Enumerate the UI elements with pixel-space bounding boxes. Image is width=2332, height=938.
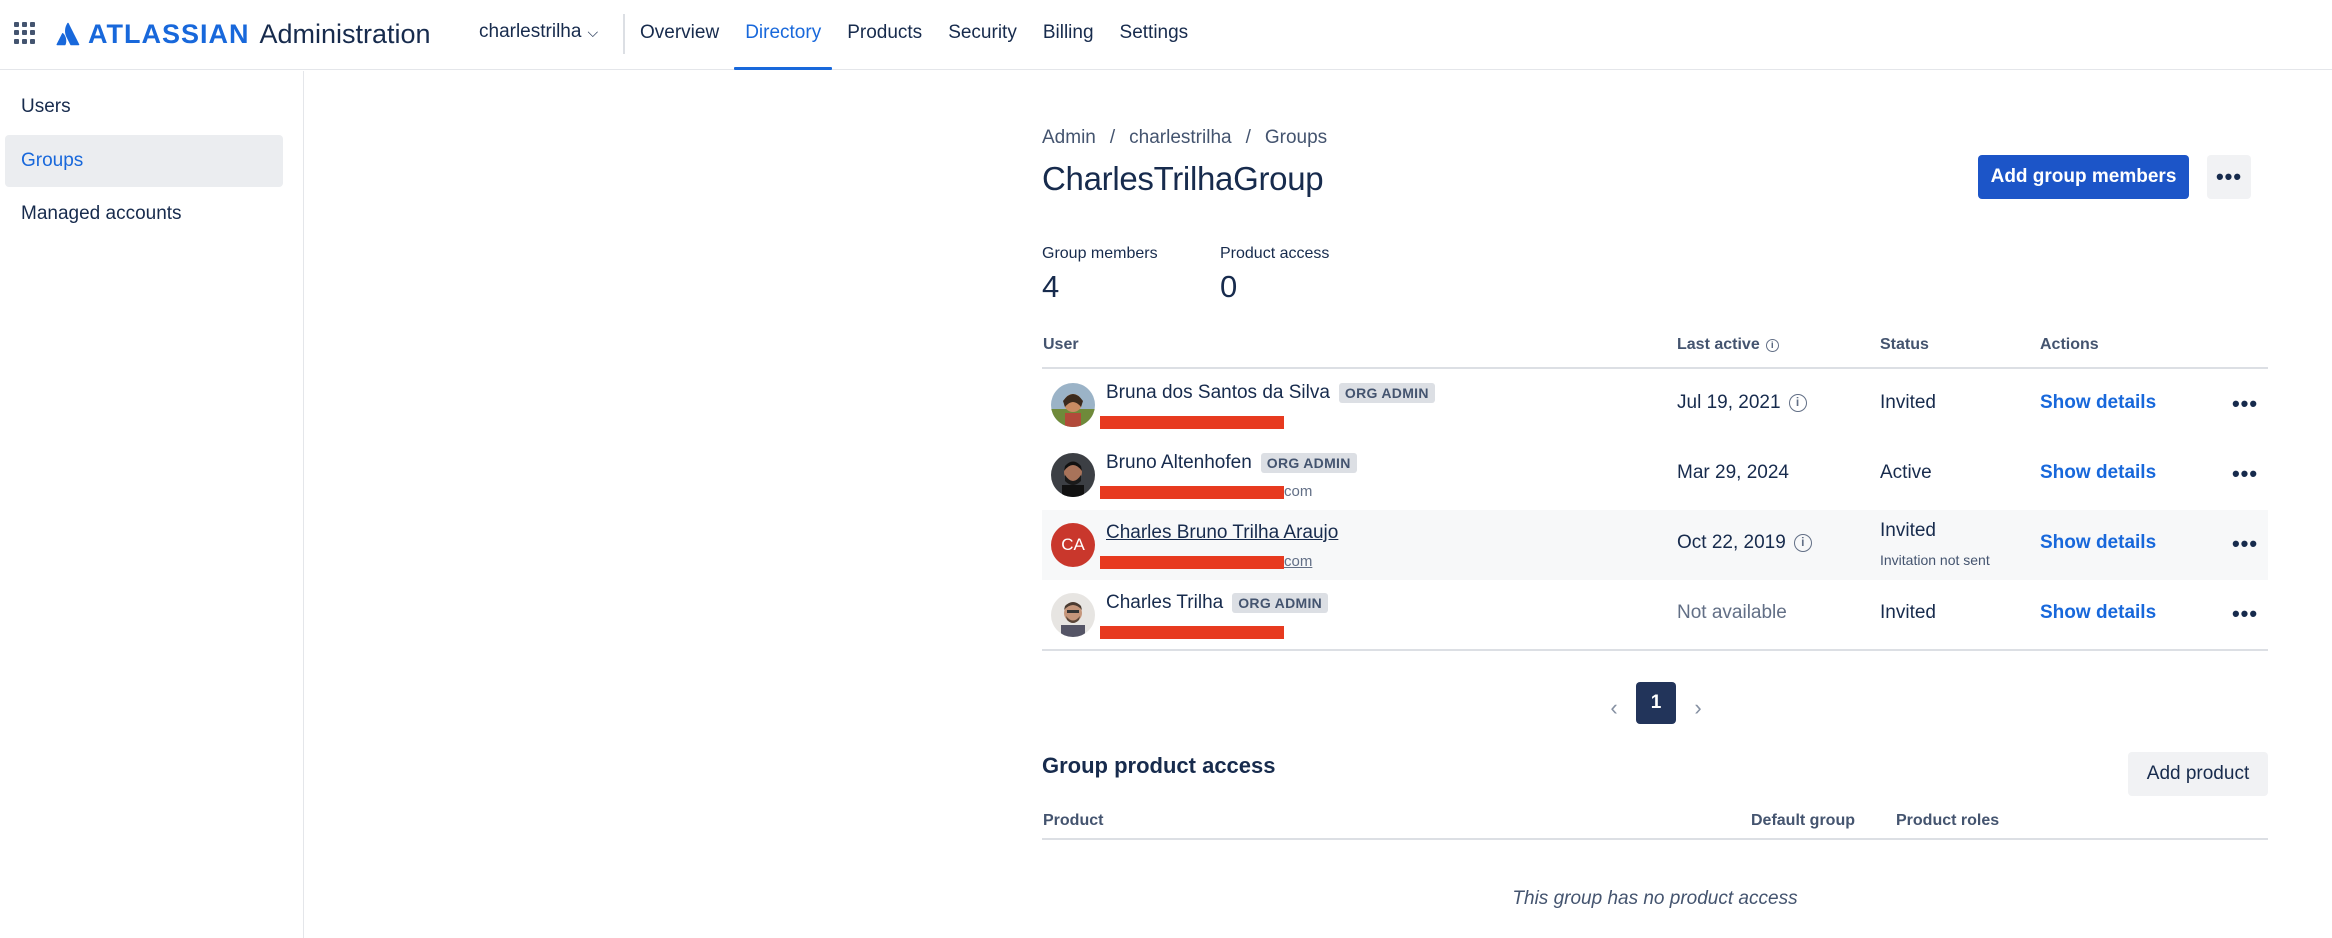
product-access-count: 0 [1220, 269, 1238, 304]
redacted-email [1100, 416, 1284, 429]
app-switcher-icon[interactable] [14, 22, 36, 44]
add-product-button[interactable]: Add product [2128, 752, 2268, 796]
user-name: Bruno Altenhofen ORG ADMIN [1106, 452, 1357, 474]
product-table-divider [1042, 838, 2268, 840]
row-more-icon[interactable]: ••• [2231, 391, 2259, 416]
show-details-link[interactable]: Show details [2040, 532, 2157, 553]
redacted-email [1100, 626, 1284, 639]
info-icon[interactable]: i [1788, 394, 1807, 412]
chevron-left-icon[interactable]: ‹ [1610, 695, 1618, 720]
show-details-link[interactable]: Show details [2040, 602, 2157, 623]
section-title: Group product access [1042, 753, 1276, 778]
top-navigation: ATLASSIAN Administration charlestrilha ⌵… [0, 0, 2332, 70]
avatar: CA [1051, 523, 1095, 567]
atlassian-logo[interactable]: ATLASSIAN Administration [56, 17, 431, 51]
product-access-label: Product access [1220, 245, 1330, 262]
table-row: Bruna dos Santos da Silva ORG ADMIN Jul 1… [1042, 370, 2268, 440]
status-note: Invitation not sent [1880, 552, 1990, 568]
email-suffix: com [1284, 553, 1313, 570]
table-bottom-divider [1042, 649, 2268, 651]
nav-billing[interactable]: Billing [1042, 22, 1094, 43]
column-header-default-group: Default group [1751, 812, 1855, 829]
status: Active [1880, 462, 1932, 483]
info-icon[interactable]: i [1765, 338, 1779, 352]
table-row: Charles Trilha ORG ADMIN Not available In… [1042, 580, 2268, 650]
redacted-email [1100, 556, 1284, 569]
column-header-product: Product [1043, 812, 1104, 829]
group-members-label: Group members [1042, 245, 1158, 262]
atlassian-mark-icon [56, 22, 80, 46]
sidebar-item-groups[interactable]: Groups [5, 135, 283, 187]
avatar [1051, 453, 1095, 497]
row-more-icon[interactable]: ••• [2231, 531, 2259, 556]
column-header-product-roles: Product roles [1896, 812, 2000, 829]
brand-name: ATLASSIAN [88, 18, 250, 49]
email-suffix: com [1284, 483, 1313, 500]
nav-overview[interactable]: Overview [640, 22, 720, 43]
column-header-actions: Actions [2040, 336, 2099, 353]
breadcrumb-org[interactable]: charlestrilha [1129, 127, 1232, 148]
table-row: CA Charles Bruno Trilha Araujo com Oct 2… [1042, 510, 2268, 580]
user-name-link[interactable]: Charles Bruno Trilha Araujo [1106, 522, 1339, 543]
avatar [1051, 383, 1095, 427]
nav-divider [623, 14, 625, 54]
row-more-icon[interactable]: ••• [2231, 601, 2259, 626]
chevron-right-icon[interactable]: › [1694, 695, 1702, 720]
status: Invited [1880, 392, 1936, 413]
chevron-down-icon: ⌵ [587, 23, 599, 40]
column-header-status: Status [1880, 336, 1929, 353]
main-nav: Overview Directory Products Security Bil… [627, 0, 1201, 70]
breadcrumb-groups[interactable]: Groups [1264, 127, 1328, 148]
org-admin-badge: ORG ADMIN [1338, 383, 1435, 403]
nav-security[interactable]: Security [948, 22, 1017, 43]
org-switcher[interactable]: charlestrilha ⌵ [479, 21, 598, 43]
user-name: Charles Trilha ORG ADMIN [1106, 592, 1329, 614]
nav-settings[interactable]: Settings [1119, 22, 1189, 43]
table-divider [1042, 367, 2268, 369]
product-name: Administration [259, 18, 431, 49]
last-active: Mar 29, 2024 [1677, 462, 1789, 483]
status: Invited [1880, 520, 1936, 541]
org-name: charlestrilha [479, 21, 582, 42]
more-icon: ••• [2215, 164, 2243, 189]
user-name: Bruna dos Santos da Silva ORG ADMIN [1106, 382, 1435, 404]
sidebar-item-users[interactable]: Users [21, 96, 71, 117]
show-details-link[interactable]: Show details [2040, 462, 2157, 483]
page-1-button[interactable]: 1 [1636, 682, 1676, 724]
column-header-last-active: Last active i [1677, 336, 1779, 354]
last-active: Oct 22, 2019 i [1677, 532, 1812, 554]
group-members-count: 4 [1042, 269, 1060, 304]
redacted-email [1100, 486, 1284, 499]
status: Invited [1880, 602, 1936, 623]
info-icon[interactable]: i [1793, 534, 1812, 552]
column-header-user: User [1043, 336, 1079, 353]
table-row: Bruno Altenhofen ORG ADMIN com Mar 29, 20… [1042, 440, 2268, 510]
breadcrumb: Admin / charlestrilha / Groups [1042, 127, 1328, 148]
sidebar-item-managed-accounts[interactable]: Managed accounts [21, 203, 182, 224]
org-admin-badge: ORG ADMIN [1260, 453, 1357, 473]
show-details-link[interactable]: Show details [2040, 392, 2157, 413]
empty-state-text: This group has no product access [1512, 888, 1798, 909]
last-active: Jul 19, 2021 i [1677, 392, 1807, 414]
org-admin-badge: ORG ADMIN [1232, 593, 1329, 613]
avatar [1051, 593, 1095, 637]
nav-products[interactable]: Products [847, 22, 923, 43]
row-more-icon[interactable]: ••• [2231, 461, 2259, 486]
last-active: Not available [1677, 602, 1787, 623]
breadcrumb-admin[interactable]: Admin [1042, 127, 1096, 148]
add-group-members-button[interactable]: Add group members [1978, 155, 2189, 199]
nav-directory[interactable]: Directory [732, 0, 834, 70]
sidebar: Users Groups Managed accounts [0, 71, 304, 938]
page-title: CharlesTrilhaGroup [1042, 160, 1324, 197]
more-actions-button[interactable]: ••• [2207, 155, 2251, 199]
